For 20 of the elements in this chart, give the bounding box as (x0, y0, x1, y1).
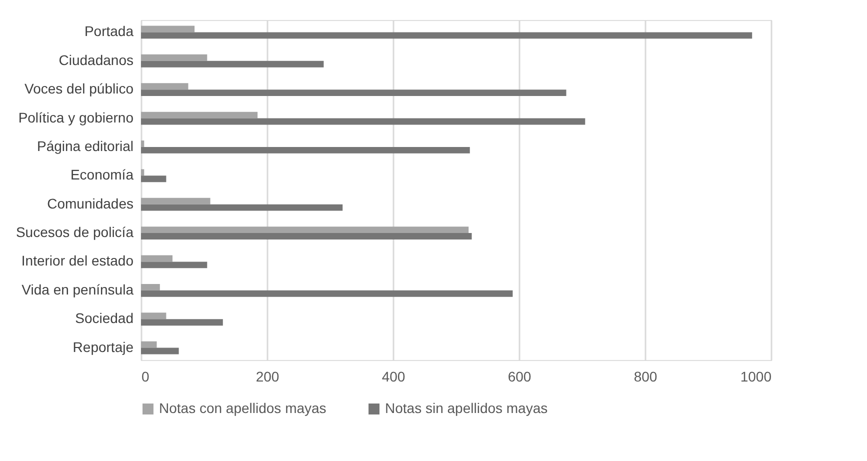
legend-label: Notas con apellidos mayas (159, 400, 326, 416)
y-tick-label: Ciudadanos (58, 52, 134, 68)
y-tick-label: Voces del público (24, 80, 134, 97)
y-tick-label: Comunidades (47, 195, 134, 212)
y-tick-label: Interior del estado (21, 252, 134, 269)
y-tick-label: Reportaje (72, 338, 134, 355)
legend-label: Notas sin apellidos mayas (385, 400, 548, 416)
y-tick-label: Portada (84, 23, 134, 40)
y-tick-label: Sucesos de policía (16, 224, 134, 240)
y-tick-label: Política y gobierno (18, 109, 134, 126)
x-tick-label: 800 (634, 368, 658, 384)
y-tick-label: Vida en península (22, 281, 134, 298)
y-tick-label: Página editorial (36, 138, 134, 154)
x-tick-label: 200 (256, 368, 280, 384)
y-tick-label: Economía (70, 166, 134, 183)
x-tick-label: 600 (508, 368, 532, 384)
x-tick-label: 1000 (740, 368, 772, 384)
y-tick-label: Sociedad (75, 310, 134, 326)
x-tick-label: 0 (142, 368, 150, 384)
x-tick-label: 400 (382, 368, 406, 384)
